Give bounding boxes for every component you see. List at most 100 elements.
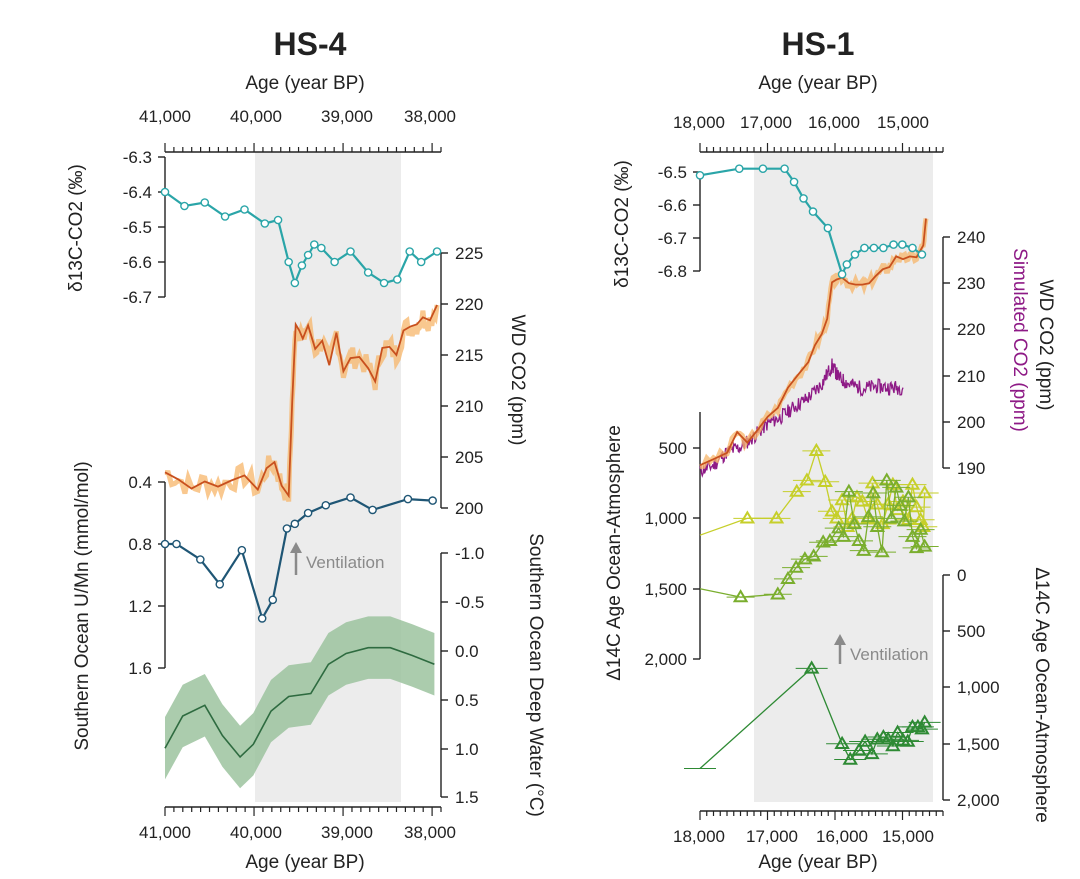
hs1-top-tick-labels: 18,000 17,000 16,000 15,000 xyxy=(673,113,929,132)
hs1-c14-right-axis-label: Δ14C Age Ocean-Atmosphere xyxy=(1031,567,1052,823)
hs1-c14-green-point xyxy=(830,520,847,534)
hs1-top-tick-label: 16,000 xyxy=(808,113,860,132)
hs1-bottom-tick-label: 17,000 xyxy=(746,827,798,846)
hs1-c14-green-point xyxy=(896,513,913,527)
hs4-top-minor-ticks xyxy=(164,143,442,152)
hs4-top-tick-label: 40,000 xyxy=(230,107,282,126)
hs1-c14-green-point xyxy=(874,544,890,558)
hs4-d13c-point xyxy=(240,205,249,214)
hs1-d13c-point xyxy=(860,243,869,253)
hs4-umn-point xyxy=(282,524,292,533)
hs4-temp-tick-label: 0.5 xyxy=(455,691,479,710)
hs4-co2-tick-label: 210 xyxy=(455,397,483,416)
hs1-c14-dark-point xyxy=(899,733,916,747)
hs4-bottom-tick-labels: 41,000 40,000 39,000 38,000 xyxy=(139,823,456,842)
hs4-d13c-point xyxy=(200,198,210,207)
hs1-ventilation-label: Ventilation xyxy=(850,645,928,664)
hs4-d13c-point xyxy=(379,278,389,288)
hs1-c14-right-tick-label: 1,000 xyxy=(957,678,1000,697)
hs1-d13c-point xyxy=(789,177,799,187)
hs1-c14-green-point xyxy=(851,532,867,547)
hs4-umn-axis-label: Southern Ocean U/Mn (mmol/mol) xyxy=(72,461,93,750)
hs4-top-tick-label: 41,000 xyxy=(139,107,191,126)
hs4-ventilation-label: Ventilation xyxy=(306,553,384,572)
hs1-c14-right-tick-label: 0 xyxy=(957,566,966,585)
hs1-co2-line xyxy=(699,218,927,467)
hs1-d13c-point xyxy=(879,243,888,253)
hs1-bottom-minor-ticks xyxy=(699,811,944,820)
hs4-d13c-point xyxy=(432,247,442,256)
hs1-c14-green-point xyxy=(770,586,786,600)
hs4-d13c-axis-label: δ13C-CO2 (‰) xyxy=(66,164,87,292)
hs1-d13c-point xyxy=(898,240,907,249)
hs1-d13c-point xyxy=(889,240,898,249)
hs4-bottom-tick-label: 40,000 xyxy=(230,823,282,842)
hs1-c14-dark-point xyxy=(834,735,850,749)
hs4-temp-tick-label: -1.0 xyxy=(455,544,484,563)
hs1-c14-green-point xyxy=(841,483,857,497)
hs1-d13c-point xyxy=(842,260,852,269)
hs1-c14-green-point xyxy=(892,497,909,511)
hs1-top-minor-ticks xyxy=(699,143,944,152)
hs4-title: HS-4 xyxy=(274,26,347,62)
hs4-co2-tick-label: 205 xyxy=(455,448,483,467)
hs4-temperature-line xyxy=(164,646,435,759)
hs1-d13c-point xyxy=(780,164,789,173)
hs4-umn-point xyxy=(368,505,377,515)
hs4-temp-axis-label: Southern Ocean Deep Water (°C) xyxy=(525,533,546,817)
hs4-top-tick-labels: 41,000 40,000 39,000 38,000 xyxy=(139,107,456,126)
hs4-co2-uncertainty-band xyxy=(164,304,440,502)
hs4-umn-point xyxy=(196,555,205,564)
hs1-c14-dark-point xyxy=(916,714,933,728)
hs1-d13c-axis-ticks xyxy=(693,171,700,272)
hs4-umn-axis-ticks xyxy=(158,481,165,669)
hs4-bottom-tick-label: 38,000 xyxy=(404,823,456,842)
hs1-c14-left-tick-label: 1,500 xyxy=(644,580,687,599)
hs4-d13c-tick-label: -6.4 xyxy=(123,183,152,202)
hs1-d13c-axis-label: δ13C-CO2 (‰) xyxy=(612,160,633,288)
hs1-c14-green-point xyxy=(879,472,895,486)
hs4-temp-tick-label: 1.5 xyxy=(455,788,479,807)
hs4-umn-tick-label: 0.4 xyxy=(128,473,152,492)
hs1-c14-yellow-point xyxy=(916,485,933,499)
hs4-d13c-point xyxy=(284,257,293,267)
hs1-d13c-tick-label: -6.7 xyxy=(658,229,687,248)
hs1-c14-right-tick-label: 500 xyxy=(957,622,985,641)
hs1-d13c-tick-label: -6.6 xyxy=(658,196,687,215)
hs1-c14-green-point xyxy=(846,515,863,530)
hs1-c14-green-point xyxy=(860,508,877,523)
hs1-c14-green-point xyxy=(835,528,852,542)
hs1-c14-yellow-point xyxy=(799,472,815,486)
hs1-c14-green-point xyxy=(869,518,886,532)
hs1-co2-tick-label: 220 xyxy=(957,320,985,339)
hs1-c14-left-axis-ticks xyxy=(693,447,700,660)
hs4-d13c-point xyxy=(303,250,313,260)
hs4-bottom-minor-ticks xyxy=(164,807,442,816)
hs1-d13c-point xyxy=(758,164,768,173)
hs1-c14-left-axis-label: Δ14C Age Ocean-Atmosphere xyxy=(604,425,625,681)
hs4-temp-tick-label: -0.5 xyxy=(455,593,484,612)
hs4-d13c-point xyxy=(297,261,307,270)
hs4-co2-axis-ticks xyxy=(441,252,448,509)
hs1-bottom-tick-label: 15,000 xyxy=(882,827,934,846)
hs1-c14-right-axis-ticks xyxy=(943,574,950,801)
hs4-d13c-axis-ticks xyxy=(158,156,165,298)
hs4-d13c-point xyxy=(416,257,426,267)
hs4-d13c-point xyxy=(290,278,300,288)
hs1-d13c-point xyxy=(734,164,744,173)
hs1-c14-yellow-point xyxy=(828,510,845,524)
hs4-co2-tick-label: 225 xyxy=(455,244,483,263)
hs4-co2-tick-label: 215 xyxy=(455,346,483,365)
hs1-simulated-axis-label: Simulated CO2 (ppm) xyxy=(1009,248,1030,432)
hs4-d13c-point xyxy=(309,240,319,249)
hs1-top-tick-label: 18,000 xyxy=(673,113,725,132)
hs1-c14-yellow-point xyxy=(854,493,871,507)
hs1-c14-dark-point xyxy=(857,733,873,747)
hs1-top-axis-label: Age (year BP) xyxy=(758,73,877,94)
hs1-top-tick-label: 17,000 xyxy=(740,113,792,132)
hs1-c14-dark-point xyxy=(889,724,906,738)
hs1-c14-yellow-point xyxy=(824,503,840,517)
hs1-d13c-point xyxy=(908,243,917,253)
hs1-c14-green-point xyxy=(904,528,921,542)
hs1-c14-left-tick-label: 2,000 xyxy=(644,650,687,669)
